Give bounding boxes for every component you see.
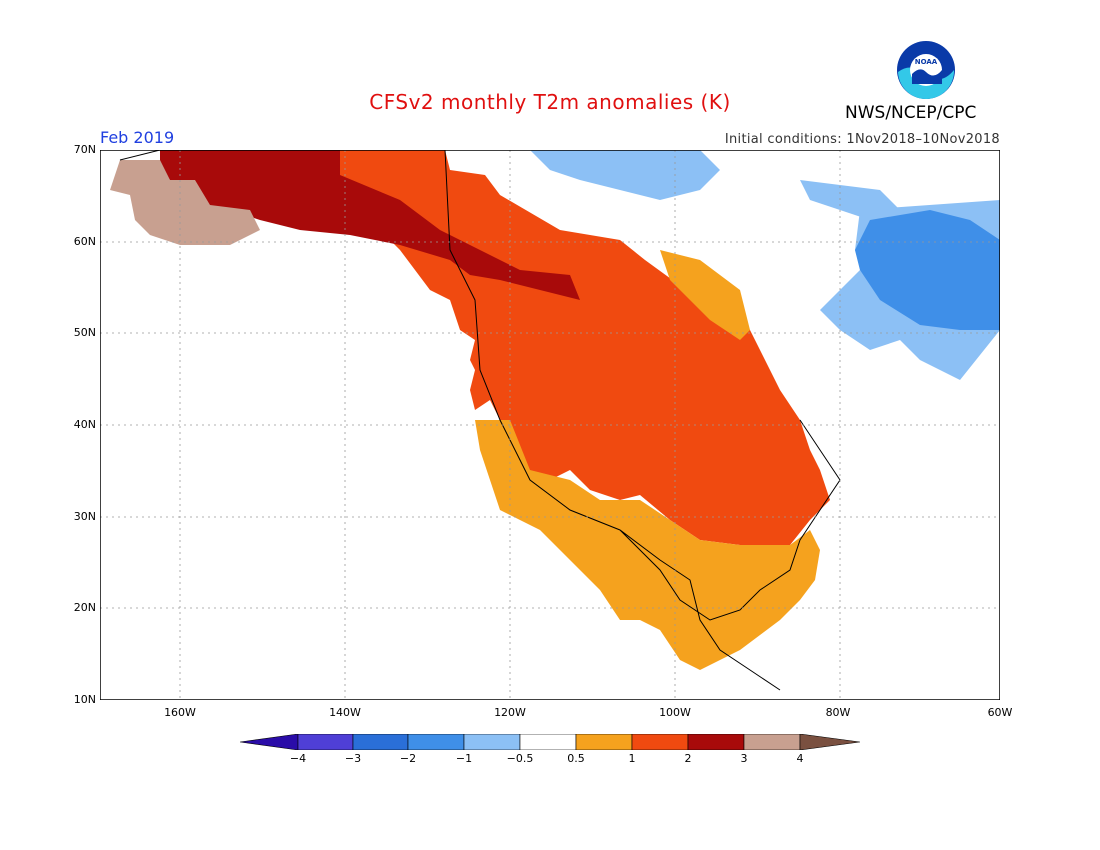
anomaly-region-3to4 — [110, 160, 260, 245]
forecast-month: Feb 2019 — [100, 128, 175, 147]
colorbar-label: −3 — [344, 752, 362, 765]
graticule — [100, 150, 1000, 700]
lat-label: 60N — [73, 235, 96, 248]
noaa-logo-icon: NOAA — [897, 41, 955, 100]
lat-label: 40N — [73, 418, 96, 431]
lon-label: 100W — [659, 706, 691, 719]
colorbar-label: −4 — [289, 752, 307, 765]
anomaly-region-cool — [530, 150, 1000, 380]
lat-label: 50N — [73, 326, 96, 339]
colorbar-label: 2 — [684, 752, 692, 765]
colorbar-label: 3 — [740, 752, 748, 765]
agency-label: NWS/NCEP/CPC — [845, 103, 977, 123]
initial-conditions: Initial conditions: 1Nov2018–10Nov2018 — [724, 132, 1000, 147]
lon-label: 140W — [329, 706, 361, 719]
colorbar-label: 4 — [796, 752, 804, 765]
lat-label: 10N — [73, 693, 96, 706]
colorbar-label: −1 — [455, 752, 473, 765]
anomaly-region-0p5to1 — [475, 250, 820, 670]
lat-label: 20N — [73, 601, 96, 614]
lon-label: 160W — [164, 706, 196, 719]
anomaly-region-cool-strong — [855, 210, 1000, 330]
anomaly-region-2to3 — [160, 150, 580, 300]
colorbar-label: −0.5 — [506, 752, 534, 765]
lat-label: 30N — [73, 510, 96, 523]
colorbar — [240, 734, 860, 750]
lon-label: 80W — [825, 706, 851, 719]
plot-title: CFSv2 monthly T2m anomalies (K) — [369, 90, 731, 114]
colorbar-label: 1 — [628, 752, 636, 765]
noaa-logo-text: NOAA — [915, 58, 938, 66]
anomaly-region-1to2 — [160, 150, 830, 550]
anomaly-map — [100, 150, 1000, 700]
lat-label: 70N — [73, 143, 96, 156]
lon-label: 60W — [987, 706, 1013, 719]
colorbar-label: −2 — [399, 752, 417, 765]
lon-label: 120W — [494, 706, 526, 719]
colorbar-label: 0.5 — [567, 752, 585, 765]
